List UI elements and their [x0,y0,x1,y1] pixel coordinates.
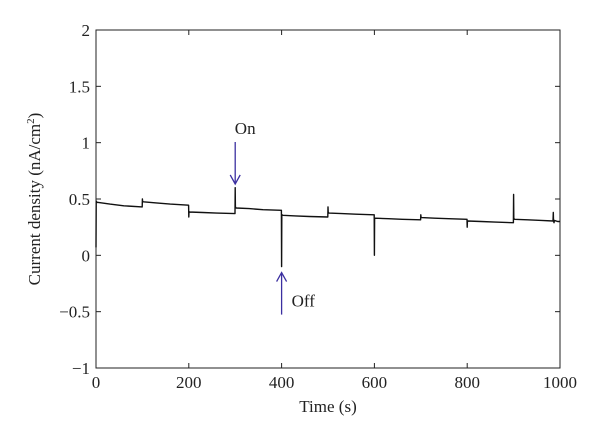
off-annotation-label: Off [292,292,316,311]
series-layer [95,186,560,268]
annotations-layer: On Off [229,119,316,315]
x-tick-label: 200 [176,373,202,392]
current-density-line [95,186,560,268]
y-tick-label: −1 [72,359,90,378]
ticks-layer: 0 200 400 600 800 1000 −1 −0.5 0 0.5 1 1.5 2 [59,21,577,392]
x-tick-label: 0 [92,373,101,392]
y-tick-label: 2 [82,21,91,40]
plot-frame [95,29,561,369]
y-tick-label: 1.5 [69,77,90,96]
x-tick-label: 600 [362,373,388,392]
y-tick-label: −0.5 [59,303,90,322]
x-tick-label: 1000 [543,373,577,392]
y-axis-title-superscript: 2 [25,118,37,124]
axes-layer [95,29,561,369]
on-arrow-head [229,174,241,186]
y-tick-label: 0 [82,246,91,265]
y-axis-title: Current density (nA/cm2) [25,113,44,286]
off-arrow-head [276,271,288,282]
y-axis-title-close: ) [25,113,44,119]
x-axis-title: Time (s) [299,397,356,416]
y-tick-label: 0.5 [69,190,90,209]
on-annotation-label: On [235,119,256,138]
x-tick-label: 800 [454,373,480,392]
y-tick-label: 1 [82,134,91,153]
y-axis-title-main: Current density (nA/cm [25,124,44,285]
x-tick-label: 400 [269,373,295,392]
